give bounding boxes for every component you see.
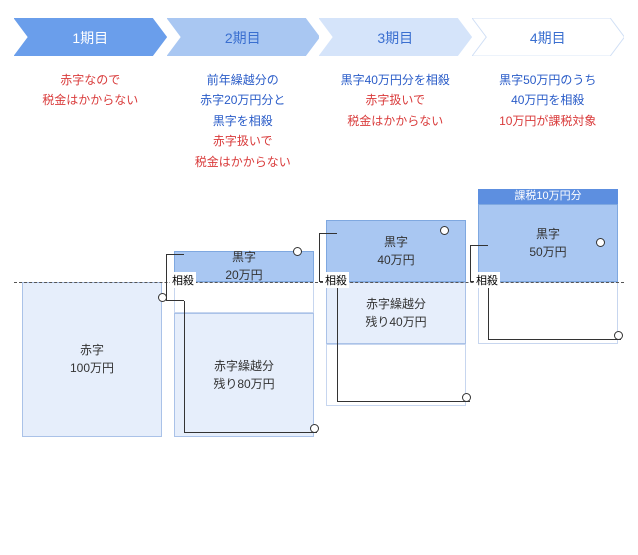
connector-line — [337, 282, 338, 401]
chart-block — [478, 282, 618, 344]
period-chevron: 1期目 — [14, 18, 167, 58]
description-row: 赤字なので税金はかからない前年繰越分の赤字20万円分と黒字を相殺赤字扱いで税金は… — [0, 58, 638, 176]
baseline — [14, 282, 624, 283]
chart-area: 赤字100万円 黒字20万円 赤字繰越分残り80万円 黒字40万円 赤字繰越分残… — [14, 182, 624, 542]
connector-dot — [158, 293, 167, 302]
connector-line — [488, 282, 489, 339]
chart-block: 赤字100万円 — [22, 282, 162, 437]
period-description: 黒字40万円分を相殺赤字扱いで税金はかからない — [319, 66, 472, 176]
chart-block: 赤字繰越分残り40万円 — [326, 282, 466, 344]
connector-line — [184, 301, 185, 432]
connector-line — [488, 339, 621, 340]
offset-label: 相殺 — [323, 272, 349, 288]
chart-block — [326, 344, 466, 406]
connector-dot — [310, 424, 319, 433]
tax-label: 課税10万円分 — [478, 187, 618, 203]
connector-line — [337, 401, 470, 402]
period-description: 前年繰越分の赤字20万円分と黒字を相殺赤字扱いで税金はかからない — [167, 66, 320, 176]
period-chevron: 3期目 — [319, 18, 472, 58]
offset-label: 相殺 — [170, 272, 196, 288]
connector-dot — [440, 226, 449, 235]
offset-label: 相殺 — [474, 272, 500, 288]
connector-dot — [614, 331, 623, 340]
period-chevron: 2期目 — [167, 18, 320, 58]
period-chevron: 4期目 — [472, 18, 625, 58]
chart-block: 赤字繰越分残り80万円 — [174, 313, 314, 437]
connector-dot — [596, 238, 605, 247]
period-header-row: 1期目 2期目 3期目 4期目 — [0, 0, 638, 58]
connector-dot — [462, 393, 471, 402]
connector-dot — [293, 247, 302, 256]
connector-line — [184, 432, 317, 433]
period-description: 黒字50万円のうち40万円を相殺10万円が課税対象 — [472, 66, 625, 176]
period-description: 赤字なので税金はかからない — [14, 66, 167, 176]
